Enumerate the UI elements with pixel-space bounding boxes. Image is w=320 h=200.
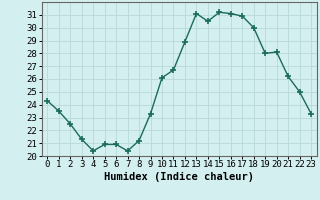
X-axis label: Humidex (Indice chaleur): Humidex (Indice chaleur) (104, 172, 254, 182)
